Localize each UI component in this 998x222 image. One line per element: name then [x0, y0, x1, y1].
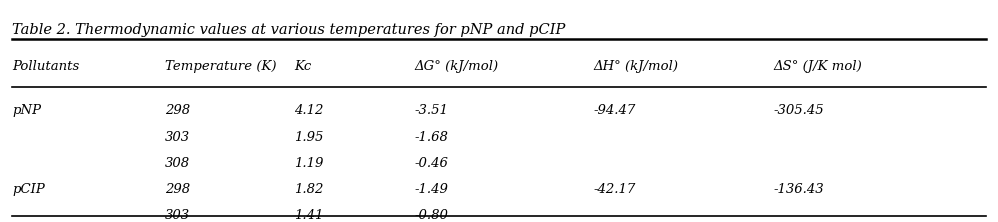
Text: 298: 298 [165, 104, 190, 117]
Text: -136.43: -136.43 [773, 183, 824, 196]
Text: 1.82: 1.82 [294, 183, 323, 196]
Text: 308: 308 [165, 157, 190, 170]
Text: -3.51: -3.51 [414, 104, 448, 117]
Text: -42.17: -42.17 [594, 183, 636, 196]
Text: -0.80: -0.80 [414, 209, 448, 222]
Text: ΔH° (kJ/mol): ΔH° (kJ/mol) [594, 60, 679, 73]
Text: Kc: Kc [294, 60, 311, 73]
Text: Temperature (K): Temperature (K) [165, 60, 276, 73]
Text: 303: 303 [165, 209, 190, 222]
Text: -94.47: -94.47 [594, 104, 636, 117]
Text: -305.45: -305.45 [773, 104, 824, 117]
Text: Table 2. Thermodynamic values at various temperatures for pNP and pCIP: Table 2. Thermodynamic values at various… [12, 23, 565, 37]
Text: -0.46: -0.46 [414, 157, 448, 170]
Text: -1.49: -1.49 [414, 183, 448, 196]
Text: 298: 298 [165, 183, 190, 196]
Text: 1.41: 1.41 [294, 209, 323, 222]
Text: 303: 303 [165, 131, 190, 144]
Text: ΔS° (J/K mol): ΔS° (J/K mol) [773, 60, 862, 73]
Text: 4.12: 4.12 [294, 104, 323, 117]
Text: ΔG° (kJ/mol): ΔG° (kJ/mol) [414, 60, 498, 73]
Text: 1.19: 1.19 [294, 157, 323, 170]
Text: 1.95: 1.95 [294, 131, 323, 144]
Text: pNP: pNP [12, 104, 41, 117]
Text: -1.68: -1.68 [414, 131, 448, 144]
Text: pCIP: pCIP [12, 183, 45, 196]
Text: Pollutants: Pollutants [12, 60, 79, 73]
